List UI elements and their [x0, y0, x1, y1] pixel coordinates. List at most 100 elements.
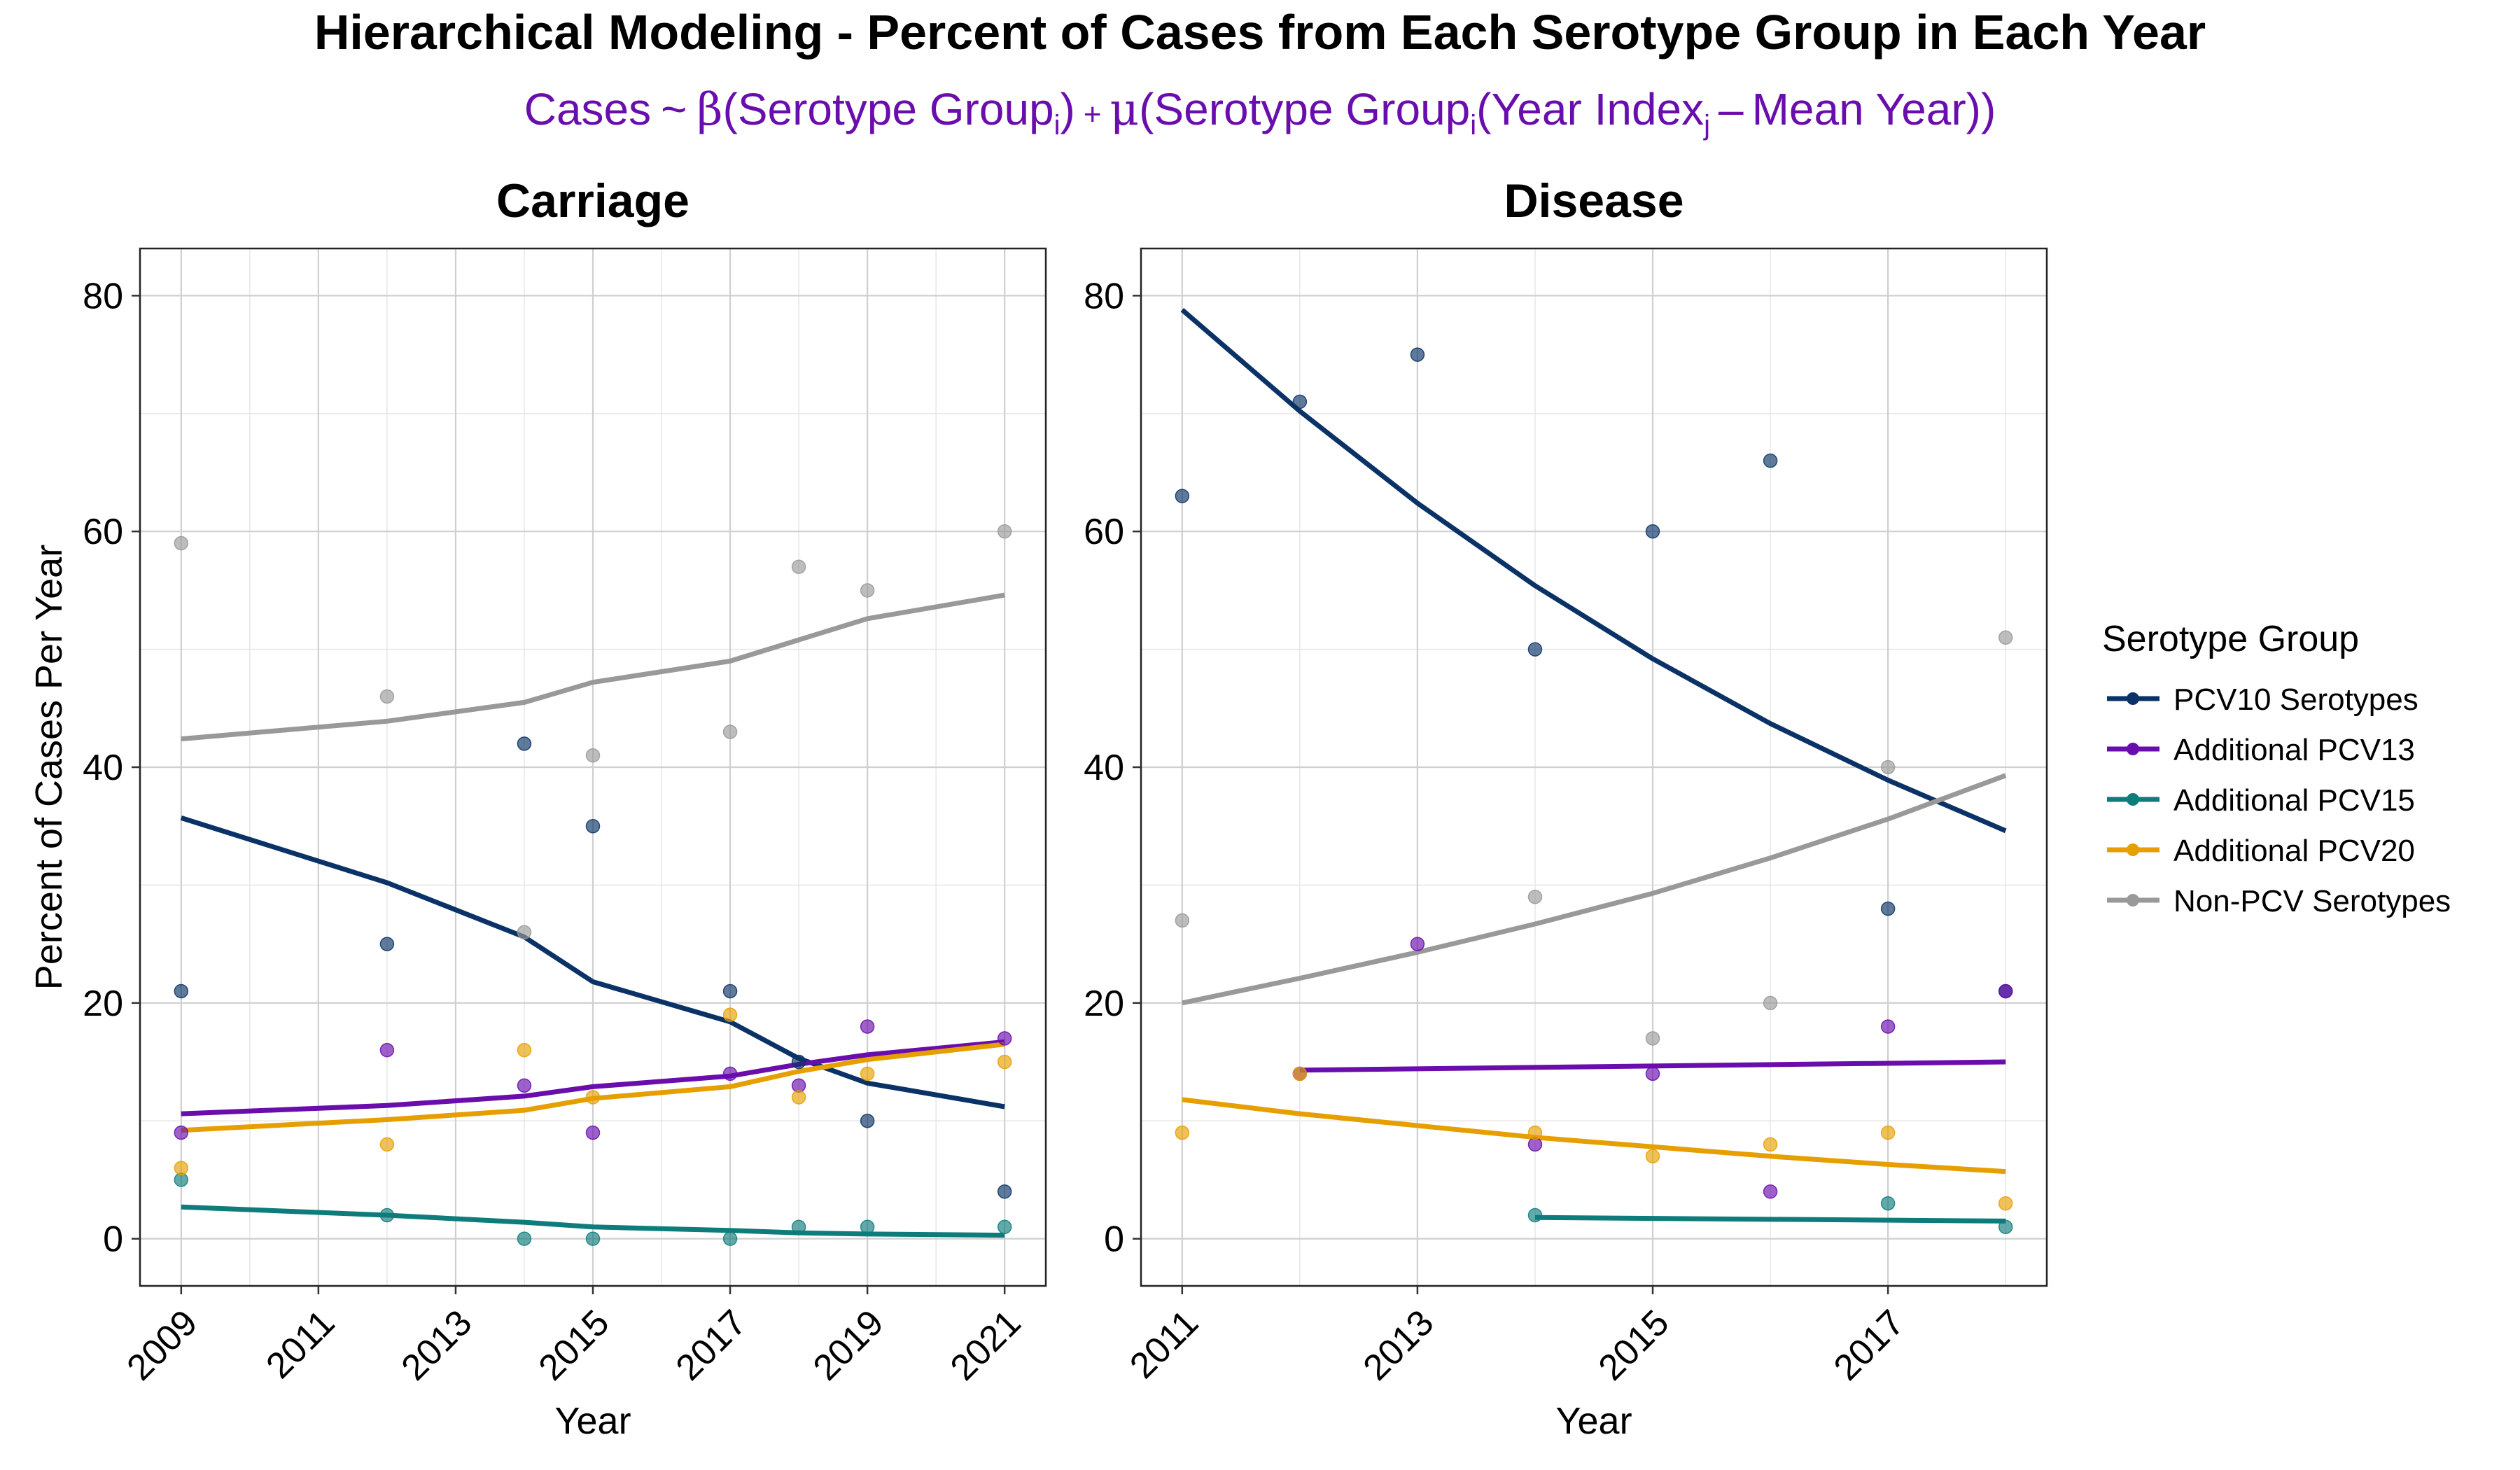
legend-label: Additional PCV13: [2174, 733, 2415, 767]
legend-label: PCV10 Serotypes: [2174, 682, 2418, 717]
x-tick-label: 2009: [120, 1302, 206, 1388]
series-line-pcv10-serotypes: [180, 816, 1005, 1110]
formula-year-index: Year Index: [1491, 84, 1704, 134]
data-point-additional-pcv13: [1880, 1019, 1896, 1034]
data-point-additional-pcv20: [722, 1007, 738, 1022]
legend-item-additional-pcv13: Additional PCV13: [2107, 733, 2415, 767]
legend: Serotype Group PCV10 Serotypes Additional…: [2102, 619, 2451, 918]
panel-disease: 0 20 40 60 80 2011 2013 2015 2017 Disease Year: [1084, 174, 2048, 1442]
data-point-non-pcv-serotypes: [997, 524, 1012, 539]
legend-item-additional-pcv20: Additional PCV20: [2107, 834, 2415, 868]
data-point-pcv10-serotypes: [174, 983, 189, 999]
series-line-additional-pcv15: [181, 1204, 1005, 1238]
data-point-additional-pcv13: [174, 1125, 189, 1140]
data-point-non-pcv-serotypes: [585, 748, 601, 763]
data-point-non-pcv-serotypes: [379, 689, 395, 704]
x-tick-label: 2011: [258, 1302, 342, 1386]
series-line-additional-pcv20: [181, 1042, 1005, 1133]
x-tick-label: 2013: [394, 1302, 480, 1388]
x-tick-label: 2017: [668, 1302, 755, 1388]
data-point-additional-pcv20: [997, 1054, 1012, 1070]
data-point-additional-pcv20: [1292, 1066, 1308, 1082]
y-tick-label: 80: [1084, 276, 1124, 316]
data-point-additional-pcv15: [517, 1231, 532, 1246]
formula-paren: (: [723, 84, 738, 134]
data-point-additional-pcv13: [997, 1031, 1012, 1046]
legend-item-additional-pcv15: Additional PCV15: [2107, 783, 2415, 818]
data-point-additional-pcv13: [1998, 983, 2013, 999]
y-tick-label: 60: [1084, 512, 1124, 552]
formula-sub-i: i: [1054, 110, 1060, 141]
formula-cases: Cases: [524, 84, 651, 134]
chart-subtitle-formula: Cases ~ β(Serotype Groupi) + μ(Serotype Grou…: [524, 84, 1996, 141]
x-tick-label: 2021: [943, 1302, 1029, 1388]
data-point-additional-pcv13: [1645, 1066, 1660, 1082]
data-point-pcv10-serotypes: [1645, 524, 1660, 539]
x-tick-label: 2013: [1356, 1302, 1442, 1388]
legend-label: Additional PCV20: [2174, 834, 2415, 868]
data-point-pcv10-serotypes: [1763, 453, 1778, 468]
data-point-additional-pcv15: [997, 1219, 1012, 1235]
y-tick-label: 0: [103, 1219, 123, 1260]
x-tick-label: 2011: [1122, 1302, 1206, 1386]
data-point-additional-pcv20: [860, 1066, 875, 1082]
data-point-additional-pcv15: [791, 1219, 806, 1235]
data-point-pcv10-serotypes: [1410, 347, 1425, 362]
data-point-additional-pcv13: [860, 1019, 875, 1034]
data-point-non-pcv-serotypes: [722, 724, 738, 739]
data-point-additional-pcv13: [379, 1042, 395, 1058]
data-point-additional-pcv15: [860, 1219, 875, 1235]
x-tick-label: 2019: [806, 1302, 892, 1388]
formula-serotype-group: Serotype Group: [738, 84, 1054, 134]
series-line-additional-pcv15: [1534, 1214, 2006, 1224]
data-point-additional-pcv20: [517, 1042, 532, 1058]
data-point-additional-pcv13: [1410, 937, 1425, 951]
formula-beta: β: [697, 84, 723, 136]
legend-key-point: [2127, 743, 2139, 755]
series-line-additional-pcv13: [181, 1039, 1005, 1116]
legend-key-point: [2127, 692, 2139, 705]
legend-key-point: [2127, 894, 2139, 906]
data-point-additional-pcv15: [1527, 1208, 1543, 1223]
data-point-pcv10-serotypes: [1175, 489, 1190, 503]
series-line-non-pcv-serotypes: [181, 592, 1005, 742]
legend-item-non-pcv-serotypes: Non-PCV Serotypes: [2107, 884, 2451, 918]
data-point-pcv10-serotypes: [1880, 901, 1896, 916]
data-point-non-pcv-serotypes: [1763, 995, 1778, 1011]
data-point-non-pcv-serotypes: [1998, 630, 2013, 645]
data-point-pcv10-serotypes: [1527, 642, 1543, 657]
data-point-pcv10-serotypes: [997, 1184, 1012, 1199]
data-point-pcv10-serotypes: [517, 736, 532, 751]
formula-sub-j: j: [1703, 110, 1710, 141]
data-point-additional-pcv13: [517, 1078, 532, 1093]
data-point-non-pcv-serotypes: [860, 583, 875, 598]
data-point-pcv10-serotypes: [722, 983, 738, 999]
y-tick-label: 80: [83, 276, 123, 316]
data-point-additional-pcv13: [585, 1125, 601, 1140]
series-line-pcv10-serotypes: [1180, 307, 2007, 834]
y-tick-label: 40: [83, 748, 123, 788]
data-point-additional-pcv20: [1880, 1125, 1896, 1140]
data-point-additional-pcv13: [722, 1066, 738, 1082]
y-axis-label: Percent of Cases Per Year: [28, 545, 70, 990]
y-tick-label: 20: [1084, 983, 1124, 1024]
y-tick-label: 0: [1104, 1219, 1124, 1260]
data-point-pcv10-serotypes: [1292, 394, 1308, 410]
legend-title: Serotype Group: [2102, 619, 2359, 659]
formula-mu: μ: [1110, 84, 1140, 136]
data-point-non-pcv-serotypes: [517, 925, 532, 940]
data-point-additional-pcv20: [1645, 1149, 1660, 1163]
data-point-additional-pcv20: [791, 1090, 806, 1105]
y-tick-label: 40: [1084, 748, 1124, 788]
formula-plus: +: [1084, 97, 1102, 132]
formula-sub-i: i: [1470, 110, 1476, 141]
formula-mean-year: Mean Year: [1752, 84, 1966, 134]
data-point-additional-pcv20: [1998, 1196, 2013, 1211]
data-point-non-pcv-serotypes: [791, 559, 806, 574]
panel-title-carriage: Carriage: [496, 174, 690, 227]
panel-title-disease: Disease: [1504, 174, 1684, 227]
data-point-additional-pcv15: [722, 1231, 738, 1246]
data-point-additional-pcv15: [379, 1208, 395, 1223]
x-axis-label: Year: [554, 1400, 631, 1442]
